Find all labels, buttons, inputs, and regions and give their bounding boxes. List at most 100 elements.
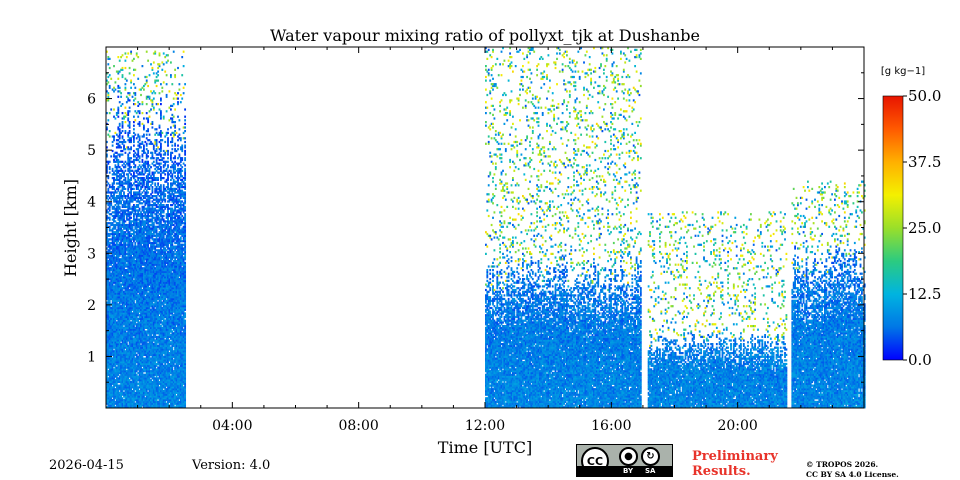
heatmap-cell [134, 164, 137, 167]
heatmap-cell [125, 265, 128, 268]
heatmap-cell [133, 274, 135, 277]
heatmap-cell [121, 112, 124, 115]
heatmap-cell [106, 339, 108, 342]
heatmap-cell [140, 406, 142, 409]
heatmap-cell [151, 66, 154, 70]
heatmap-cell [148, 281, 151, 284]
heatmap-cell [137, 279, 140, 283]
heatmap-cell [113, 301, 115, 304]
heatmap-cell [114, 326, 117, 330]
heatmap-cell [106, 285, 108, 288]
heatmap-cell [123, 173, 125, 176]
heatmap-cell [147, 256, 150, 259]
heatmap-cell [118, 258, 121, 261]
heatmap-cell [138, 213, 141, 216]
heatmap-cell [138, 296, 141, 299]
heatmap-cell [143, 276, 145, 279]
heatmap-cell [128, 245, 131, 248]
heatmap-cell [118, 236, 121, 239]
heatmap-cell [133, 265, 135, 268]
heatmap-cell [143, 350, 145, 353]
heatmap-cell [115, 288, 118, 292]
heatmap-cell [111, 364, 114, 367]
heatmap-cell [111, 261, 114, 265]
heatmap-cell [111, 281, 114, 284]
heatmap-cell [140, 276, 142, 279]
heatmap-cell [147, 346, 150, 349]
heatmap-cell [107, 361, 110, 364]
heatmap-cell [145, 97, 148, 100]
heatmap-cell [128, 260, 131, 263]
heatmap-cell [133, 319, 135, 322]
heatmap-cell [123, 348, 125, 351]
heatmap-cell [125, 269, 128, 272]
heatmap-cell [106, 290, 108, 293]
heatmap-cell [128, 124, 131, 127]
heatmap-cell [121, 397, 124, 400]
heatmap-cell [147, 204, 150, 207]
heatmap-cell [113, 243, 115, 246]
heatmap-cell [145, 261, 148, 265]
heatmap-cell [110, 276, 113, 279]
heatmap-cell [137, 308, 140, 311]
heatmap-cell [141, 122, 144, 126]
heatmap-cell [111, 334, 114, 337]
heatmap-cell [107, 252, 110, 256]
heatmap-cell [127, 173, 130, 176]
heatmap-cell [130, 193, 133, 196]
heatmap-cell [135, 375, 138, 378]
heatmap-cell [127, 314, 130, 317]
heatmap-cell [125, 213, 128, 216]
heatmap-cell [118, 207, 121, 210]
heatmap-cell [144, 339, 147, 342]
heatmap-cell [130, 317, 133, 321]
heatmap-cell [128, 240, 131, 243]
heatmap-cell [115, 362, 118, 366]
heatmap-cell [124, 373, 127, 376]
heatmap-cell [128, 303, 131, 306]
heatmap-cell [147, 310, 150, 313]
heatmap-cell [150, 227, 152, 230]
heatmap-cell [118, 218, 121, 221]
heatmap-cell [117, 386, 120, 389]
heatmap-cell [135, 330, 138, 333]
heatmap-cell [115, 167, 118, 171]
heatmap-cell [108, 84, 111, 88]
heatmap-cell [114, 238, 117, 241]
heatmap-cell [131, 135, 134, 138]
heatmap-cell [106, 270, 108, 274]
heatmap-cell [138, 382, 141, 385]
heatmap-cell [130, 238, 133, 241]
heatmap-cell [118, 308, 121, 311]
heatmap-cell [131, 382, 134, 385]
heatmap-cell [118, 364, 121, 367]
heatmap-cell [130, 288, 133, 292]
heatmap-cell [108, 308, 111, 311]
heatmap-cell [114, 314, 117, 317]
heatmap-cell [127, 207, 130, 210]
heatmap-cell [107, 269, 110, 272]
heatmap-cell [137, 288, 140, 292]
heatmap-cell [147, 225, 150, 228]
heatmap-cell [140, 341, 142, 344]
heatmap-cell [131, 294, 134, 297]
heatmap-cell [117, 171, 120, 174]
heatmap-cell [138, 269, 141, 272]
heatmap-cell [125, 263, 128, 266]
heatmap-cell [127, 211, 130, 214]
heatmap-cell [137, 110, 140, 113]
heatmap-cell [123, 245, 125, 248]
heatmap-cell [115, 211, 118, 214]
heatmap-cell [106, 218, 108, 221]
heatmap-cell [128, 371, 131, 375]
heatmap-cell [140, 265, 142, 268]
heatmap-cell [113, 388, 115, 391]
heatmap-cell [115, 335, 118, 339]
heatmap-cell [134, 269, 137, 272]
heatmap-cell [144, 400, 147, 404]
heatmap-cell [145, 95, 148, 98]
heatmap-cell [137, 326, 140, 330]
heatmap-cell [124, 337, 127, 340]
heatmap-cell [130, 137, 133, 140]
heatmap-cell [113, 328, 115, 331]
